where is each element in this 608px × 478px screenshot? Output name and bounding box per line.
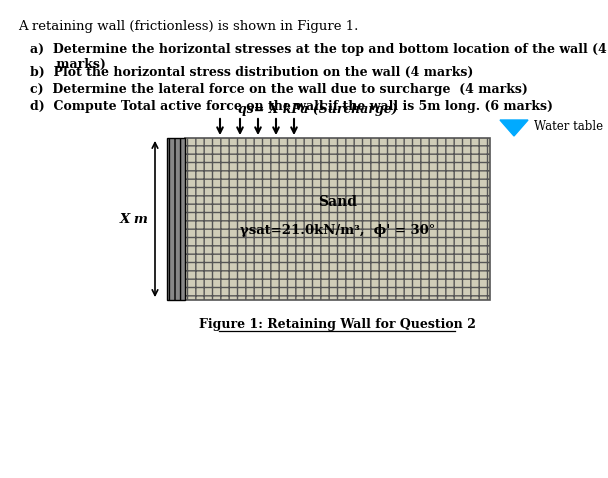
Bar: [167, 138, 185, 300]
Text: a)  Determine the horizontal stresses at the top and bottom location of the wall: a) Determine the horizontal stresses at …: [30, 43, 607, 71]
Text: Figure 1: Retaining Wall for Question 2: Figure 1: Retaining Wall for Question 2: [199, 318, 475, 331]
Text: X m: X m: [120, 213, 149, 226]
Text: Water table: Water table: [534, 120, 603, 132]
Text: qs= X kPa (Surcharge): qs= X kPa (Surcharge): [238, 103, 398, 116]
Text: Sand: Sand: [318, 195, 357, 209]
Text: d)  Compute Total active force on the wall if the wall is 5m long. (6 marks): d) Compute Total active force on the wal…: [30, 100, 553, 113]
Bar: [185, 138, 490, 300]
Text: c)  Determine the lateral force on the wall due to surcharge  (4 marks): c) Determine the lateral force on the wa…: [30, 83, 528, 96]
Text: A retaining wall (frictionless) is shown in Figure 1.: A retaining wall (frictionless) is shown…: [18, 20, 358, 33]
Polygon shape: [500, 120, 528, 136]
Text: γsat=21.0kN/m³,  ϕ' = 30°: γsat=21.0kN/m³, ϕ' = 30°: [240, 224, 435, 237]
Text: b)  Plot the horizontal stress distribution on the wall (4 marks): b) Plot the horizontal stress distributi…: [30, 66, 474, 79]
